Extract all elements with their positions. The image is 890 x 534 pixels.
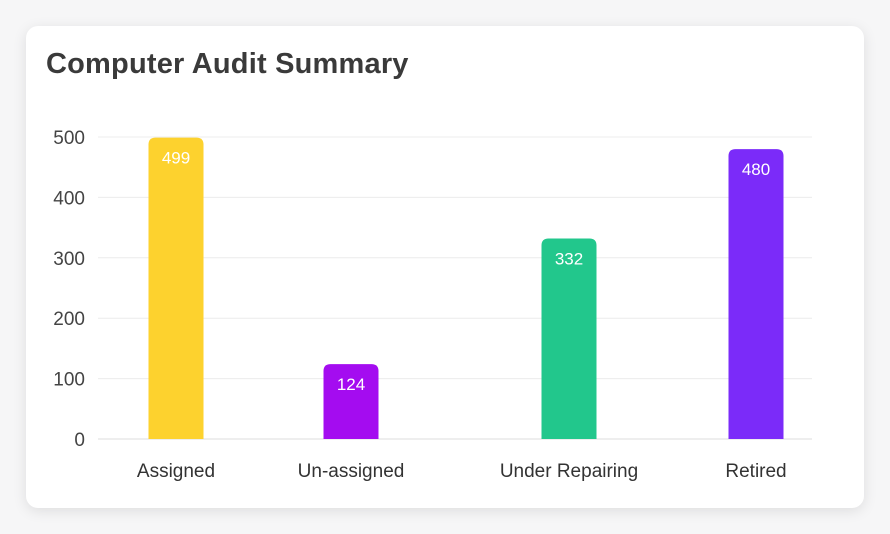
y-axis-ticks: 0 100 200 300 400 500 — [53, 128, 85, 451]
y-tick-label: 400 — [53, 188, 85, 209]
y-tick-label: 500 — [53, 128, 85, 149]
bar-data-label: 499 — [162, 149, 190, 168]
y-tick-label: 100 — [53, 370, 85, 391]
bar-retired[interactable] — [728, 149, 784, 439]
bars: 499 124 332 480 — [148, 137, 784, 439]
x-category-label: Un-assigned — [298, 461, 405, 482]
x-category-label: Retired — [725, 461, 786, 482]
y-tick-label: 200 — [53, 309, 85, 330]
bar-data-label: 332 — [555, 249, 583, 268]
chart-card: Computer Audit Summary 0 100 200 300 400 500 … — [26, 26, 864, 508]
bar-assigned[interactable] — [148, 137, 204, 439]
bar-under-repairing[interactable] — [541, 238, 597, 439]
x-axis-categories: Assigned Un-assigned Under Repairing Retire… — [137, 461, 787, 482]
y-tick-label: 0 — [74, 430, 85, 451]
bar-data-label: 480 — [742, 160, 770, 179]
y-tick-label: 300 — [53, 249, 85, 270]
x-category-label: Under Repairing — [500, 461, 638, 482]
bar-chart: 0 100 200 300 400 500 499 124 332 480 Assigned Un… — [53, 128, 812, 482]
x-category-label: Assigned — [137, 461, 215, 482]
bar-un-assigned[interactable] — [323, 364, 379, 439]
chart-title: Computer Audit Summary — [46, 48, 409, 80]
bar-data-label: 124 — [337, 375, 365, 394]
grid-lines — [98, 136, 812, 440]
